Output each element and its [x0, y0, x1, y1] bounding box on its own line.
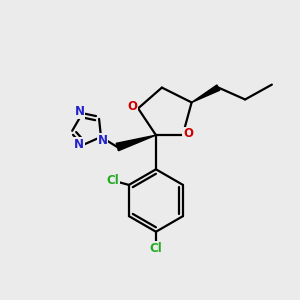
Text: N: N: [74, 138, 84, 151]
Text: O: O: [128, 100, 138, 113]
Text: O: O: [183, 127, 193, 140]
Text: N: N: [98, 134, 107, 147]
Text: N: N: [75, 105, 85, 118]
Text: Cl: Cl: [106, 174, 119, 187]
Polygon shape: [116, 135, 156, 151]
Polygon shape: [192, 85, 220, 102]
Text: Cl: Cl: [150, 242, 162, 255]
